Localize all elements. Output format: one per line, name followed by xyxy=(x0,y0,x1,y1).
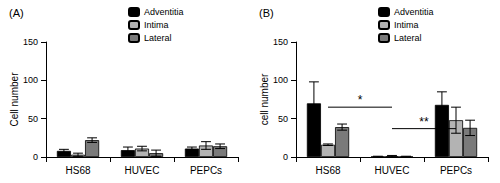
svg-text:HUVEC: HUVEC xyxy=(124,165,159,176)
svg-text:50: 50 xyxy=(278,114,288,124)
svg-text:Lateral: Lateral xyxy=(394,33,422,43)
svg-text:150: 150 xyxy=(23,37,38,47)
svg-text:Cell number: Cell number xyxy=(9,72,20,127)
svg-text:150: 150 xyxy=(273,37,288,47)
svg-text:50: 50 xyxy=(28,114,38,124)
svg-text:cell number: cell number xyxy=(259,73,270,125)
svg-text:100: 100 xyxy=(23,75,38,85)
svg-text:PEPCs: PEPCs xyxy=(190,165,222,176)
svg-text:HS68: HS68 xyxy=(65,165,90,176)
svg-text:(A): (A) xyxy=(9,7,24,19)
svg-text:100: 100 xyxy=(273,75,288,85)
svg-text:*: * xyxy=(358,93,363,107)
svg-text:Intima: Intima xyxy=(394,20,419,30)
svg-text:0: 0 xyxy=(33,152,38,162)
svg-text:**: ** xyxy=(419,115,429,129)
svg-text:Lateral: Lateral xyxy=(144,33,172,43)
svg-text:Adventitia: Adventitia xyxy=(394,7,434,17)
svg-text:HS68: HS68 xyxy=(315,165,340,176)
svg-text:Adventitia: Adventitia xyxy=(144,7,184,17)
svg-text:(B): (B) xyxy=(259,7,274,19)
svg-text:0: 0 xyxy=(283,152,288,162)
svg-text:HUVEC: HUVEC xyxy=(374,165,409,176)
svg-text:PEPCs: PEPCs xyxy=(440,165,472,176)
svg-text:Intima: Intima xyxy=(144,20,169,30)
